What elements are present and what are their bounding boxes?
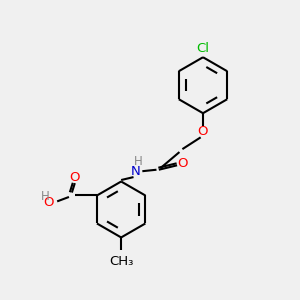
Text: H: H <box>41 190 50 203</box>
Text: CH₃: CH₃ <box>109 255 133 268</box>
Text: O: O <box>198 125 208 138</box>
Text: O: O <box>177 157 188 170</box>
Text: O: O <box>44 196 54 209</box>
Text: N: N <box>131 165 141 178</box>
Text: O: O <box>70 171 80 184</box>
Text: Cl: Cl <box>196 42 209 55</box>
Text: H: H <box>134 155 142 168</box>
